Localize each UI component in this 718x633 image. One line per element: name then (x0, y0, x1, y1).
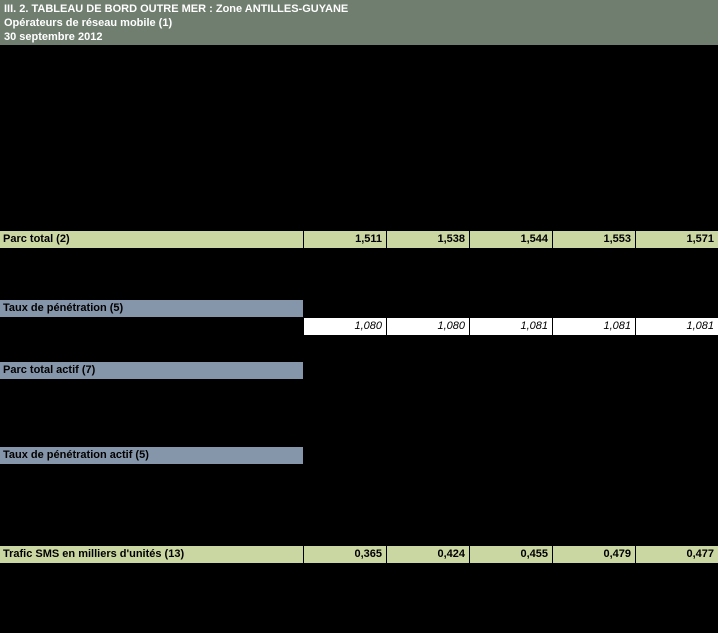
report-header: III. 2. TABLEAU DE BORD OUTRE MER : Zone… (0, 0, 718, 45)
taux-penetration-header: Taux de pénétration (5) (0, 300, 303, 317)
parc-total-value: 1,538 (387, 231, 469, 248)
report-date: 30 septembre 2012 (4, 31, 103, 43)
row-taux-penetration-values: 1,080 1,080 1,081 1,081 1,081 (304, 318, 718, 335)
trafic-sms-value: 0,455 (470, 546, 552, 563)
taux-penetration-value: 1,081 (553, 318, 635, 335)
report-subtitle: Opérateurs de réseau mobile (1) (4, 17, 173, 29)
parc-total-value: 1,571 (636, 231, 718, 248)
trafic-sms-value: 0,365 (304, 546, 386, 563)
parc-total-value: 1,553 (553, 231, 635, 248)
trafic-sms-label: Trafic SMS en milliers d'unités (13) (0, 546, 303, 563)
taux-penetration-value: 1,081 (636, 318, 718, 335)
row-trafic-sms: Trafic SMS en milliers d'unités (13) 0,3… (0, 546, 718, 563)
report-title: III. 2. TABLEAU DE BORD OUTRE MER : Zone… (4, 3, 349, 15)
taux-penetration-actif-header: Taux de pénétration actif (5) (0, 447, 303, 464)
parc-total-value: 1,544 (470, 231, 552, 248)
taux-penetration-value: 1,080 (304, 318, 386, 335)
parc-total-value: 1,511 (304, 231, 386, 248)
parc-total-actif-header: Parc total actif (7) (0, 362, 303, 379)
taux-penetration-value: 1,081 (470, 318, 552, 335)
parc-total-label: Parc total (2) (0, 231, 303, 248)
trafic-sms-value: 0,424 (387, 546, 469, 563)
trafic-sms-value: 0,479 (553, 546, 635, 563)
trafic-sms-value: 0,477 (636, 546, 718, 563)
taux-penetration-value: 1,080 (387, 318, 469, 335)
row-parc-total: Parc total (2) 1,511 1,538 1,544 1,553 1… (0, 231, 718, 248)
